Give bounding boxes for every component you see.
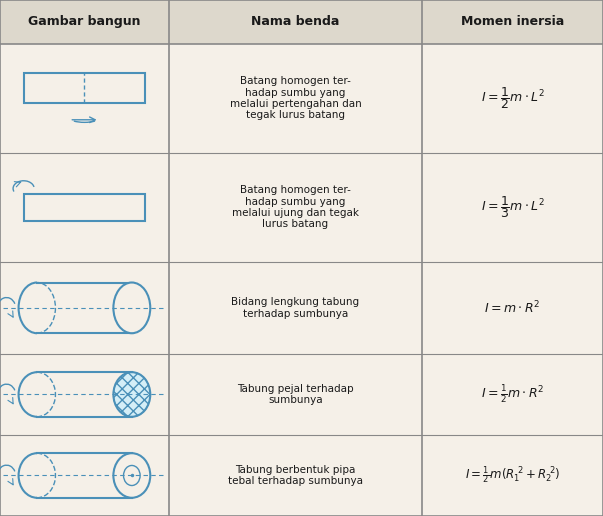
Ellipse shape [124,465,140,486]
Text: Nama benda: Nama benda [251,15,339,28]
Text: Tabung pejal terhadap: Tabung pejal terhadap [237,384,354,394]
Text: tegak lurus batang: tegak lurus batang [246,110,345,120]
Ellipse shape [113,453,150,498]
Bar [37,372,132,417]
Text: $I = \frac{1}{2}m(R_1^{\ 2}+R_2^{\ 2})$: $I = \frac{1}{2}m(R_1^{\ 2}+R_2^{\ 2})$ [465,464,560,487]
Text: Gambar bangun: Gambar bangun [28,15,140,28]
Text: hadap sumbu yang: hadap sumbu yang [245,88,346,98]
Text: melalui ujung dan tegak: melalui ujung dan tegak [232,208,359,218]
Bar [37,453,132,498]
Text: melalui pertengahan dan: melalui pertengahan dan [230,99,361,109]
Text: terhadap sumbunya: terhadap sumbunya [243,309,348,318]
Text: Tabung berbentuk pipa: Tabung berbentuk pipa [235,465,356,475]
Text: Batang homogen ter-: Batang homogen ter- [240,185,351,195]
Text: Bidang lengkung tabung: Bidang lengkung tabung [232,297,359,307]
Text: $I = \frac{1}{2}m \cdot R^2$: $I = \frac{1}{2}m \cdot R^2$ [481,383,545,406]
Bar [37,283,132,333]
Text: $I = \dfrac{1}{3}m \cdot L^2$: $I = \dfrac{1}{3}m \cdot L^2$ [481,195,545,220]
Text: tebal terhadap sumbunya: tebal terhadap sumbunya [228,476,363,486]
Text: $I = \dfrac{1}{2}m \cdot L^2$: $I = \dfrac{1}{2}m \cdot L^2$ [481,85,545,111]
Text: Batang homogen ter-: Batang homogen ter- [240,76,351,86]
Text: hadap sumbu yang: hadap sumbu yang [245,197,346,206]
Text: $I = m \cdot R^2$: $I = m \cdot R^2$ [484,300,541,316]
Bar [0,0,603,44]
Text: sumbunya: sumbunya [268,395,323,405]
Ellipse shape [113,372,150,417]
Text: lurus batang: lurus batang [262,219,329,229]
Text: Momen inersia: Momen inersia [461,15,564,28]
Ellipse shape [113,283,150,333]
Bar [24,194,145,221]
